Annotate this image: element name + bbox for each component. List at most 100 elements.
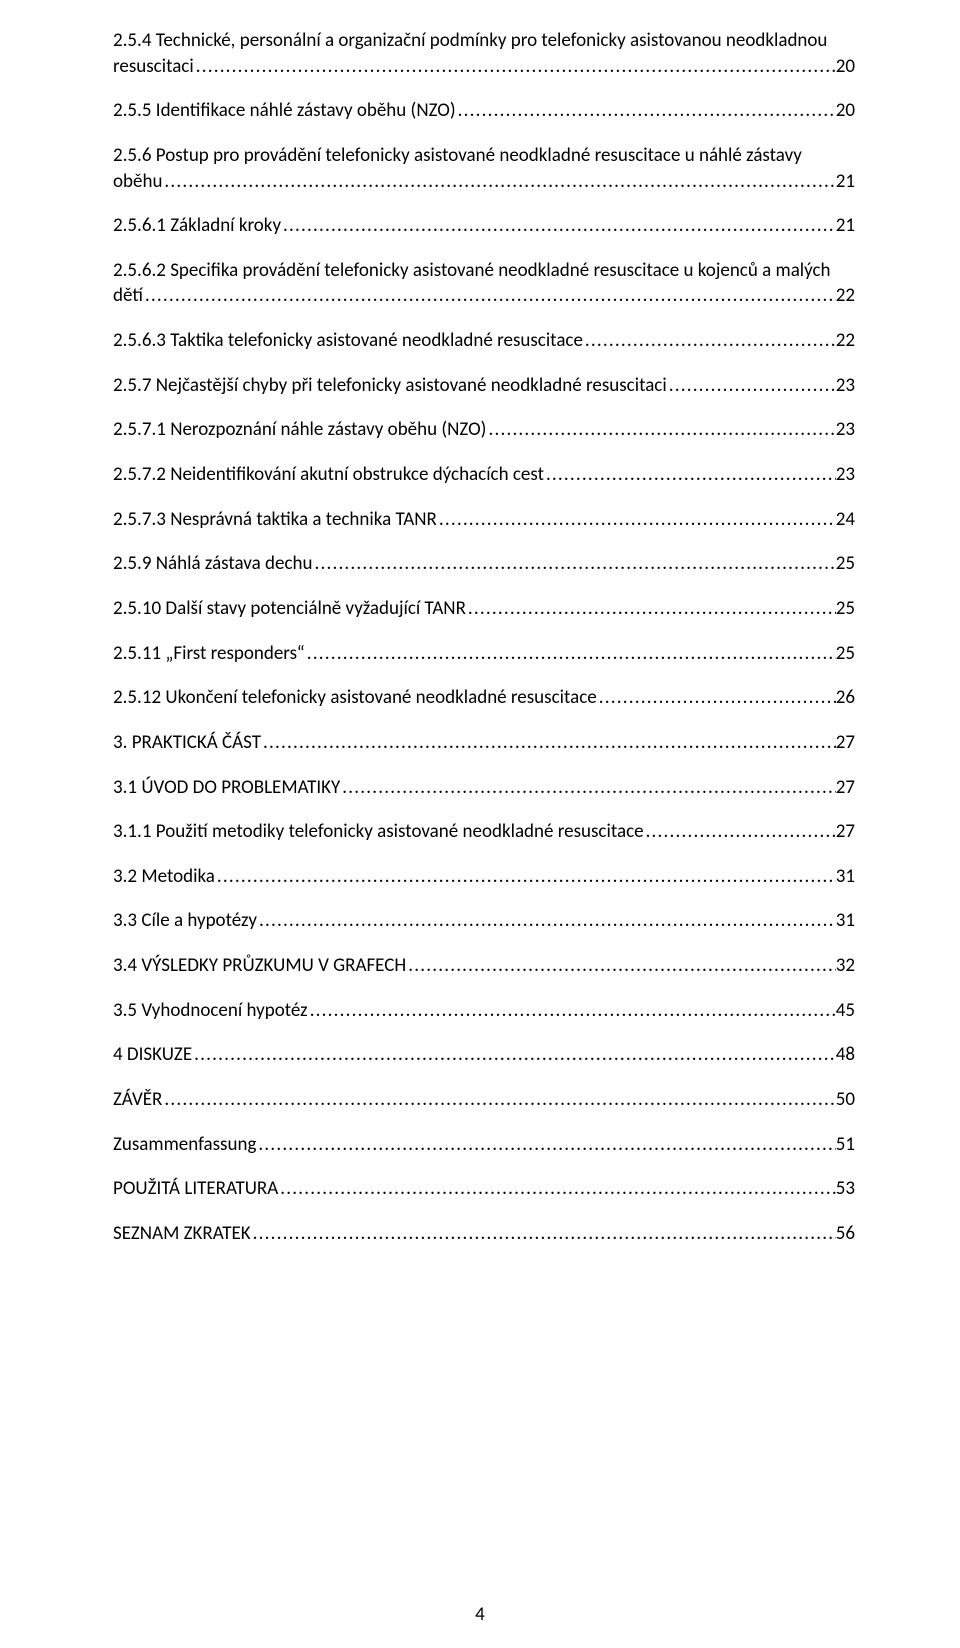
toc-entry: 3.4 VÝSLEDKY PRŮZKUMU V GRAFECH.........… [113,953,855,979]
toc-leaders: ........................................… [257,908,836,934]
toc-entry: 2.5.5 Identifikace náhlé zástavy oběhu (… [113,98,855,124]
toc-label: 3.3 Cíle a hypotézy [113,908,257,934]
toc-leaders: ........................................… [597,685,836,711]
toc-page-number: 27 [836,730,855,756]
toc-entry: 2.5.6.2 Specifika provádění telefonicky … [113,258,855,309]
toc-leaders: ........................................… [437,507,836,533]
toc-leaders: ........................................… [251,1221,836,1247]
toc-entry: 2.5.12 Ukončení telefonicky asistované n… [113,685,855,711]
toc-page-number: 21 [836,213,855,239]
toc-page-number: 53 [836,1176,855,1202]
toc-page-number: 25 [836,596,855,622]
toc-leaders: ........................................… [667,373,836,399]
toc-entry: 2.5.6.3 Taktika telefonicky asistované n… [113,328,855,354]
toc-page-number: 32 [836,953,855,979]
toc-label: 3.1 ÚVOD DO PROBLEMATIKY [113,775,340,801]
toc-leaders: ........................................… [456,98,836,124]
toc-entry-second-row: oběhu...................................… [113,169,855,195]
toc-entry: 2.5.7.1 Nerozpoznání náhle zástavy oběhu… [113,417,855,443]
toc-page-number: 20 [836,54,855,80]
toc-entry: SEZNAM ZKRATEK..........................… [113,1221,855,1247]
toc-label: dětí [113,283,143,309]
toc-page-number: 26 [836,685,855,711]
toc-page-number: 27 [836,775,855,801]
toc-entry: 2.5.9 Náhlá zástava dechu...............… [113,551,855,577]
toc-page-number: 23 [836,373,855,399]
toc-page-number: 27 [836,819,855,845]
toc-page-number: 31 [836,864,855,890]
toc-leaders: ........................................… [466,596,836,622]
toc-label: resuscitaci [113,54,194,80]
toc-label: 2.5.5 Identifikace náhlé zástavy oběhu (… [113,98,456,124]
toc-label: 2.5.11 „First responders“ [113,641,305,667]
toc-leaders: ........................................… [162,1087,835,1113]
toc-entry: 3.1 ÚVOD DO PROBLEMATIKY................… [113,775,855,801]
toc-label: 2.5.9 Náhlá zástava dechu [113,551,312,577]
toc-label: SEZNAM ZKRATEK [113,1221,251,1247]
toc-leaders: ........................................… [143,283,836,309]
toc-leaders: ........................................… [194,54,836,80]
toc-entry-second-row: dětí....................................… [113,283,855,309]
toc-page-number: 31 [836,908,855,934]
toc-label: 2.5.12 Ukončení telefonicky asistované n… [113,685,597,711]
toc-entry: 2.5.7 Nejčastější chyby při telefonicky … [113,373,855,399]
toc-page-number: 25 [836,641,855,667]
toc-leaders: ........................................… [278,1176,836,1202]
toc-page-number: 22 [836,283,855,309]
toc-label: POUŽITÁ LITERATURA [113,1176,278,1202]
toc-label: ZÁVĚR [113,1087,162,1113]
toc-page-number: 48 [836,1042,855,1068]
toc-label: 2.5.4 Technické, personální a organizačn… [113,28,855,54]
toc-entry: POUŽITÁ LITERATURA......................… [113,1176,855,1202]
toc-page-number: 20 [836,98,855,124]
toc-entry: 3.5 Vyhodnocení hypotéz.................… [113,998,855,1024]
toc-page-number: 50 [836,1087,855,1113]
toc-leaders: ........................................… [340,775,835,801]
toc-label: 3.5 Vyhodnocení hypotéz [113,998,308,1024]
toc-page-number: 56 [836,1221,855,1247]
toc-entry-second-row: resuscitaci.............................… [113,54,855,80]
toc-page-number: 51 [836,1132,855,1158]
toc-leaders: ........................................… [261,730,836,756]
toc-label: oběhu [113,169,162,195]
page-number: 4 [0,1603,960,1626]
toc-page-number: 24 [836,507,855,533]
toc-label: 3.2 Metodika [113,864,215,890]
toc-entry: 2.5.11 „First responders“...............… [113,641,855,667]
toc-label: 3.4 VÝSLEDKY PRŮZKUMU V GRAFECH [113,953,406,979]
toc-leaders: ........................................… [305,641,836,667]
toc-entry: 2.5.10 Další stavy potenciálně vyžadujíc… [113,596,855,622]
toc-leaders: ........................................… [644,819,836,845]
toc-label: 3.1.1 Použití metodiky telefonicky asist… [113,819,644,845]
toc-leaders: ........................................… [583,328,836,354]
toc-entry: 2.5.6 Postup pro provádění telefonicky a… [113,143,855,194]
toc-leaders: ........................................… [281,213,836,239]
toc-label: 2.5.7.2 Neidentifikování akutní obstrukc… [113,462,544,488]
toc-entry: 3. PRAKTICKÁ ČÁST.......................… [113,730,855,756]
toc-label: 3. PRAKTICKÁ ČÁST [113,730,261,756]
toc-leaders: ........................................… [312,551,835,577]
toc-leaders: ........................................… [162,169,835,195]
toc-label: 2.5.6.1 Základní kroky [113,213,281,239]
toc-page-number: 23 [836,417,855,443]
toc-entry: Zusammenfassung.........................… [113,1132,855,1158]
toc-label: 2.5.6.2 Specifika provádění telefonicky … [113,258,855,284]
toc-entry: 2.5.6.1 Základní kroky..................… [113,213,855,239]
table-of-contents: 2.5.4 Technické, personální a organizačn… [113,28,855,1247]
toc-page-number: 21 [836,169,855,195]
toc-entry: 2.5.7.3 Nesprávná taktika a technika TAN… [113,507,855,533]
toc-label: 2.5.10 Další stavy potenciálně vyžadujíc… [113,596,466,622]
toc-leaders: ........................................… [544,462,836,488]
toc-entry: ZÁVĚR...................................… [113,1087,855,1113]
toc-label: 2.5.6 Postup pro provádění telefonicky a… [113,143,855,169]
document-page: 2.5.4 Technické, personální a organizačn… [0,0,960,1648]
toc-leaders: ........................................… [406,953,836,979]
toc-label: 4 DISKUZE [113,1042,192,1068]
toc-leaders: ........................................… [256,1132,835,1158]
toc-leaders: ........................................… [486,417,835,443]
toc-page-number: 25 [836,551,855,577]
toc-entry: 3.1.1 Použití metodiky telefonicky asist… [113,819,855,845]
toc-leaders: ........................................… [192,1042,836,1068]
toc-leaders: ........................................… [308,998,836,1024]
toc-entry: 3.3 Cíle a hypotézy.....................… [113,908,855,934]
